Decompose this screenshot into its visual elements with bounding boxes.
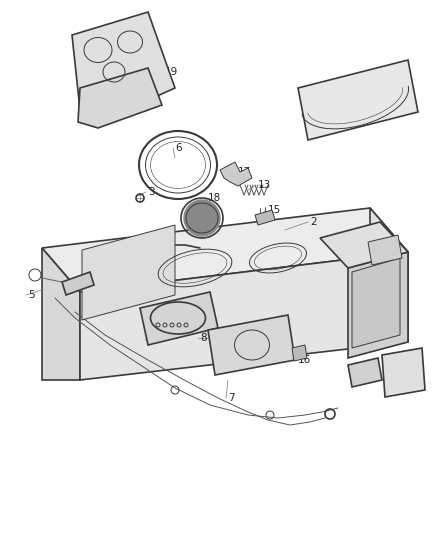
Polygon shape <box>320 222 408 268</box>
Text: 2: 2 <box>310 217 317 227</box>
Text: 11: 11 <box>378 243 391 253</box>
Text: 15: 15 <box>268 205 281 215</box>
Text: 7: 7 <box>228 393 235 403</box>
Text: 1: 1 <box>330 90 337 100</box>
Text: 16: 16 <box>298 355 311 365</box>
Text: 10: 10 <box>368 367 381 377</box>
Text: 20: 20 <box>398 365 411 375</box>
Polygon shape <box>352 258 400 348</box>
Polygon shape <box>72 12 175 115</box>
Polygon shape <box>368 235 402 265</box>
Polygon shape <box>298 60 418 140</box>
Text: 8: 8 <box>200 333 207 343</box>
Text: 17: 17 <box>238 167 251 177</box>
Text: 3: 3 <box>148 187 155 197</box>
Polygon shape <box>292 345 307 361</box>
Polygon shape <box>370 208 408 342</box>
Polygon shape <box>140 292 218 345</box>
Polygon shape <box>255 210 275 225</box>
Polygon shape <box>78 68 162 128</box>
Text: 13: 13 <box>258 180 271 190</box>
Text: 6: 6 <box>175 143 182 153</box>
Text: 14: 14 <box>388 303 401 313</box>
Text: 18: 18 <box>208 193 221 203</box>
Polygon shape <box>62 272 94 295</box>
Polygon shape <box>208 315 295 375</box>
Text: 5: 5 <box>28 290 35 300</box>
Text: 19: 19 <box>165 67 178 77</box>
Polygon shape <box>382 348 425 397</box>
Polygon shape <box>220 162 252 186</box>
Text: 4: 4 <box>148 335 155 345</box>
Polygon shape <box>42 208 408 292</box>
Polygon shape <box>348 358 382 387</box>
Circle shape <box>184 200 220 236</box>
Polygon shape <box>80 252 408 380</box>
Polygon shape <box>348 252 408 358</box>
Polygon shape <box>42 248 80 380</box>
Polygon shape <box>82 225 175 320</box>
